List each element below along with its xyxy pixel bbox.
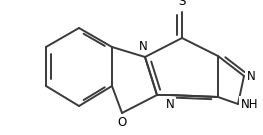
Text: N: N: [139, 40, 148, 53]
Text: S: S: [178, 0, 186, 8]
Text: O: O: [117, 116, 127, 129]
Text: NH: NH: [241, 97, 258, 111]
Text: N: N: [166, 98, 174, 111]
Text: N: N: [247, 70, 255, 82]
